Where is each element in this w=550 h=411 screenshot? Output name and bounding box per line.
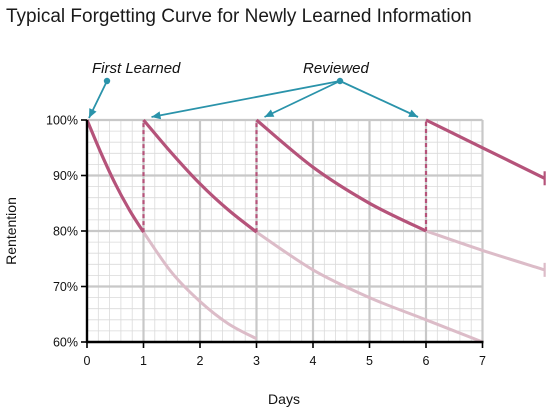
annotation-arrow — [339, 80, 419, 118]
y-tick-label: 100% — [46, 114, 78, 128]
retention-curve — [425, 118, 546, 180]
faded-curve — [255, 230, 484, 344]
x-tick-label: 1 — [140, 354, 147, 368]
x-tick-label: 0 — [84, 354, 91, 368]
annotations: First Learned Reviewed — [88, 60, 419, 120]
y-tick-label: 70% — [53, 280, 78, 294]
annotation-arrowhead — [408, 109, 418, 117]
x-tick-label: 3 — [253, 354, 260, 368]
annotation-arrow — [151, 80, 341, 118]
y-tick-label: 60% — [53, 336, 78, 350]
x-tick-label: 2 — [197, 354, 204, 368]
x-tick-label: 7 — [479, 354, 486, 368]
tick-labels: 0 1 2 3 4 5 6 7 60% 70% 80% 90% 100% — [46, 114, 486, 369]
annotation-arrowhead — [89, 108, 97, 118]
annotation-first-learned: First Learned — [92, 60, 181, 77]
x-tick-label: 4 — [310, 354, 317, 368]
annotation-arrowhead — [264, 109, 275, 117]
retention-curve — [85, 119, 145, 233]
annotation-reviewed: Reviewed — [303, 60, 370, 77]
x-tick-label: 5 — [366, 354, 373, 368]
curves — [85, 118, 546, 344]
y-tick-label: 80% — [53, 225, 78, 239]
x-axis-label: Days — [268, 391, 300, 407]
faded-curve — [425, 229, 546, 272]
y-tick-label: 90% — [53, 169, 78, 183]
axes — [81, 119, 484, 348]
faded-curve — [142, 231, 258, 341]
annotation-arrow — [264, 80, 341, 118]
retention-curve — [255, 118, 427, 233]
x-tick-label: 6 — [423, 354, 430, 368]
retention-curve — [142, 118, 258, 234]
annotation-arrowhead — [151, 111, 162, 120]
chart-title: Typical Forgetting Curve for Newly Learn… — [6, 6, 472, 27]
y-axis-label: Rentention — [3, 197, 19, 265]
